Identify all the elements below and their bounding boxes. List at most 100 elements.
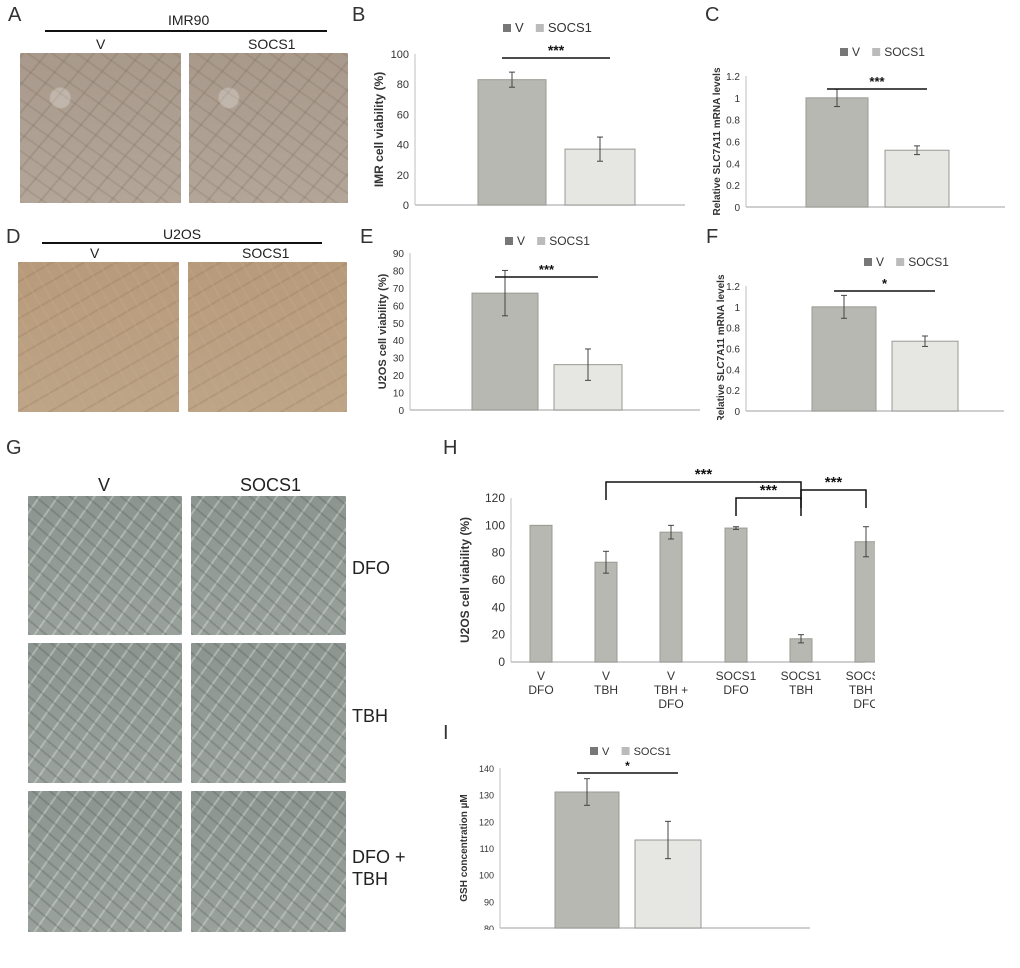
y-tick-label: 0.2 [726, 386, 740, 397]
y-tick-label: 10 [393, 389, 405, 400]
bar [891, 340, 959, 412]
y-tick-label: 120 [485, 491, 505, 505]
micrograph-imr90-v [20, 53, 181, 203]
y-axis-label: GSH concentration µM [459, 794, 470, 901]
y-tick-label: 0 [398, 406, 404, 417]
y-tick-label: 40 [393, 336, 405, 347]
y-tick-label: 1 [734, 303, 740, 314]
micrograph-v-dfo-tbh [28, 791, 182, 932]
legend-swatch [864, 258, 872, 266]
category-label: TBH + [654, 683, 688, 697]
category-label: DFO [853, 697, 875, 711]
micrograph-v-tbh [28, 643, 182, 783]
y-tick-label: 130 [479, 791, 494, 801]
y-tick-label: 1.2 [726, 72, 740, 83]
significance-label: *** [869, 74, 885, 89]
panel-letter-g: G [6, 437, 22, 459]
legend-swatch [840, 48, 848, 56]
y-tick-label: 40 [397, 140, 409, 152]
legend-label: V [517, 235, 525, 248]
panel-g-row-dfo-tbh: DFO + TBH [352, 847, 406, 889]
legend-swatch [537, 237, 546, 245]
panel-d-label-v: V [90, 245, 100, 261]
category-label: V [602, 669, 610, 683]
legend-label: V [852, 45, 860, 59]
legend-label: SOCS1 [549, 235, 590, 248]
significance-bracket [800, 489, 867, 508]
significance-label: * [625, 759, 630, 773]
category-label: V [667, 669, 675, 683]
micrograph-socs1-dfo [191, 496, 346, 635]
y-tick-label: 50 [393, 319, 405, 330]
significance-label: *** [539, 262, 555, 277]
category-label: SOCS1 [846, 669, 875, 683]
y-axis-label: Relative SLC7A11 mRNA levels [716, 274, 727, 420]
category-label: V [537, 669, 545, 683]
bar [529, 524, 553, 663]
y-tick-label: 0 [403, 200, 409, 212]
y-tick-label: 60 [397, 109, 409, 121]
legend-swatch [505, 237, 513, 245]
micrograph-imr90-socs1 [189, 53, 348, 203]
category-label: SOCS1 [781, 669, 822, 683]
y-tick-label: 70 [393, 284, 405, 295]
y-tick-label: 90 [393, 249, 405, 260]
panel-a-header-line [45, 30, 327, 32]
y-tick-label: 20 [393, 371, 405, 382]
significance-label: * [882, 276, 888, 291]
legend-swatch [535, 24, 544, 32]
y-tick-label: 80 [492, 546, 506, 560]
chart-b: 0 20 40 60 80 100 IMR cell viability (%) V SOCS1… [372, 20, 685, 212]
panel-letter-d: D [6, 226, 21, 248]
y-tick-label: 100 [391, 49, 409, 61]
micrograph-v-dfo [28, 496, 182, 635]
panel-g-label-socs1: SOCS1 [240, 475, 302, 495]
panel-letter-b: B [352, 4, 366, 26]
y-tick-label: 30 [393, 354, 405, 365]
bar [554, 791, 620, 929]
panel-letter-c: C [705, 4, 720, 26]
panel-letter-e: E [360, 226, 374, 248]
legend-swatch [621, 747, 630, 755]
y-tick-label: 90 [484, 897, 494, 907]
panel-d-header: U2OS [163, 226, 202, 242]
micrograph-u2os-v [18, 262, 179, 412]
micrograph-u2os-socs1 [188, 262, 347, 412]
panel-d-label-socs1: SOCS1 [242, 245, 290, 261]
category-label: TBH [789, 683, 813, 697]
chart-e: 0 10 20 30 40 50 60 70 80 90 U2OS cell viability (… [377, 235, 700, 417]
panel-letter-i: I [443, 722, 449, 744]
y-axis-label: IMR cell viability (%) [372, 72, 386, 187]
panel-g-row-dfo: DFO [352, 558, 390, 578]
legend-label: SOCS1 [884, 45, 925, 59]
bar [805, 97, 869, 208]
bar [854, 541, 875, 663]
micrograph-socs1-tbh [191, 643, 346, 783]
panel-d-header-line [42, 242, 322, 244]
y-tick-label: 40 [492, 600, 506, 614]
panel-letter-h: H [443, 437, 458, 459]
bar [659, 531, 683, 663]
significance-label: *** [760, 482, 778, 499]
significance-label: *** [548, 42, 565, 58]
significance-label: *** [695, 466, 713, 483]
y-tick-label: 0.8 [726, 116, 740, 127]
category-label: DFO [528, 683, 553, 697]
y-tick-label: 1.2 [726, 282, 740, 293]
panel-a-label-v: V [96, 36, 106, 52]
legend-label: SOCS1 [634, 746, 671, 758]
legend-swatch [872, 48, 881, 56]
y-tick-label: 20 [492, 628, 506, 642]
panel-g-row-tbh: TBH [352, 706, 388, 726]
y-tick-label: 80 [484, 924, 494, 930]
legend-label: SOCS1 [908, 255, 949, 269]
y-tick-label: 1 [734, 94, 740, 105]
y-tick-label: 0.4 [726, 159, 740, 170]
y-tick-label: 80 [393, 266, 405, 277]
panel-a-label-socs1: SOCS1 [248, 36, 296, 52]
panel-letter-f: F [706, 226, 719, 248]
y-axis-label: Relative SLC7A11 mRNA levels [712, 67, 723, 215]
micrograph-socs1-dfo-tbh [191, 791, 346, 932]
y-tick-label: 0.6 [726, 345, 740, 356]
